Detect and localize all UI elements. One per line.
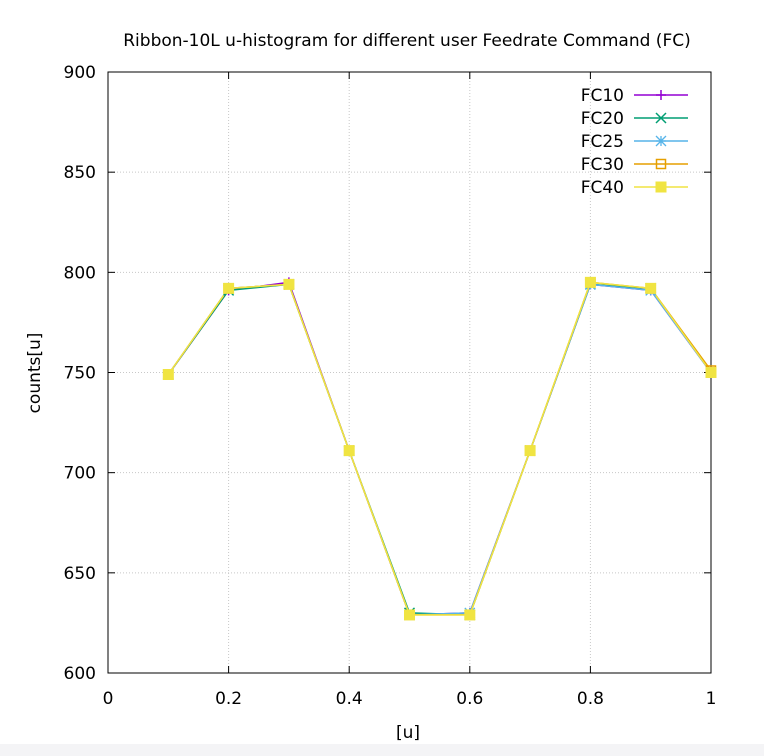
x-tick-label: 0.6 bbox=[456, 689, 483, 709]
open-square-marker bbox=[655, 158, 667, 170]
y-tick-label: 900 bbox=[64, 63, 96, 83]
chart-title: Ribbon-10L u-histogram for different use… bbox=[123, 31, 690, 51]
series-line-fc10 bbox=[167, 281, 712, 616]
series-line-fc40 bbox=[167, 281, 712, 616]
x-tick-label: 0.8 bbox=[577, 689, 604, 709]
series-markers-fc30 bbox=[163, 277, 717, 621]
y-axis-label: counts[u] bbox=[25, 333, 45, 414]
axis-ticks: 0 0.2 0.4 0.6 0.8 1 600 650 700 750 800 850 900 bbox=[64, 63, 717, 709]
filled-square-marker bbox=[343, 445, 355, 457]
plus-marker bbox=[656, 90, 666, 100]
legend: FC10 FC20 FC25 FC30 FC40 bbox=[581, 86, 688, 198]
y-tick-label: 700 bbox=[64, 464, 96, 484]
series-lines bbox=[167, 281, 712, 616]
legend-marker-fc20 bbox=[655, 112, 667, 124]
legend-marker-fc40 bbox=[655, 181, 667, 193]
cross-marker bbox=[655, 112, 667, 124]
y-tick-label: 750 bbox=[64, 364, 96, 384]
filled-square-marker bbox=[223, 282, 235, 294]
x-tick-label: 0.2 bbox=[215, 689, 242, 709]
legend-marker-fc10 bbox=[656, 90, 666, 100]
legend-label-fc40: FC40 bbox=[581, 178, 624, 198]
series-markers-fc20 bbox=[162, 278, 717, 621]
y-tick-label: 850 bbox=[64, 163, 96, 183]
legend-label-fc30: FC30 bbox=[581, 155, 624, 175]
filled-square-marker bbox=[655, 181, 667, 193]
x-axis-label: [u] bbox=[396, 723, 420, 743]
series-line-fc25 bbox=[167, 283, 712, 616]
window-bottom-strip bbox=[0, 744, 764, 756]
series-markers-fc40 bbox=[162, 276, 717, 621]
legend-marker-fc30 bbox=[655, 158, 667, 170]
filled-square-marker bbox=[705, 367, 717, 378]
filled-square-marker bbox=[404, 609, 415, 621]
filled-square-marker bbox=[464, 609, 476, 621]
legend-label-fc20: FC20 bbox=[581, 109, 624, 129]
series-markers-fc25 bbox=[162, 278, 717, 621]
filled-square-marker bbox=[283, 278, 295, 290]
filled-square-marker bbox=[162, 369, 174, 381]
legend-label-fc10: FC10 bbox=[581, 86, 624, 106]
grid bbox=[108, 72, 711, 673]
series-line-fc30 bbox=[167, 281, 712, 616]
series-markers-fc10 bbox=[163, 277, 716, 620]
filled-square-marker bbox=[524, 445, 536, 457]
filled-square-marker bbox=[584, 276, 596, 288]
x-tick-label: 0 bbox=[103, 689, 114, 709]
y-tick-label: 800 bbox=[64, 263, 96, 283]
filled-square-marker bbox=[645, 282, 657, 294]
y-tick-label: 650 bbox=[64, 564, 96, 584]
star-marker bbox=[655, 135, 667, 147]
series-line-fc20 bbox=[167, 283, 712, 616]
legend-marker-fc25 bbox=[655, 135, 667, 147]
x-tick-label: 0.4 bbox=[336, 689, 363, 709]
y-tick-label: 600 bbox=[64, 664, 96, 684]
series-markers bbox=[162, 276, 717, 621]
x-tick-label: 1 bbox=[706, 689, 717, 709]
legend-label-fc25: FC25 bbox=[581, 132, 624, 152]
